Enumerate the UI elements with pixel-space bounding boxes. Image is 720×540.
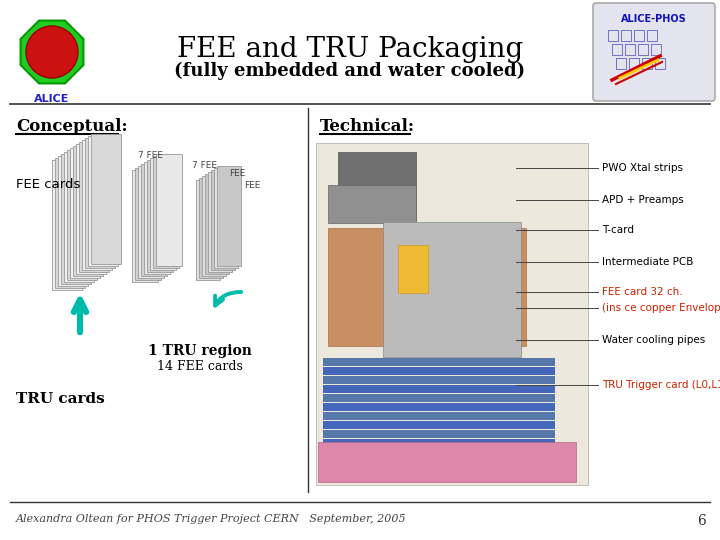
Bar (141, 164, 167, 276)
Bar (147, 160, 173, 272)
Bar (328, 185, 416, 223)
Bar (211, 170, 235, 270)
Text: Alexandra Oltean for PHOS Trigger Project CERN   September, 2005: Alexandra Oltean for PHOS Trigger Projec… (16, 514, 407, 524)
Bar (328, 228, 526, 346)
Text: TRU Trigger card (L0,L1): TRU Trigger card (L0,L1) (602, 380, 720, 390)
Bar (323, 439, 555, 447)
Bar (199, 178, 223, 278)
Bar (625, 44, 635, 55)
Text: FEE card 32 ch.: FEE card 32 ch. (602, 287, 683, 297)
Bar (67, 150, 97, 280)
Bar (52, 160, 82, 290)
Bar (76, 144, 106, 274)
Bar (138, 166, 164, 278)
Text: 7 FEE: 7 FEE (192, 161, 217, 170)
Bar (79, 142, 109, 272)
Text: Water cooling pipes: Water cooling pipes (602, 335, 706, 345)
Text: APD + Preamps: APD + Preamps (602, 195, 684, 205)
Text: 6: 6 (697, 514, 706, 528)
Bar (318, 442, 576, 482)
Bar (616, 58, 626, 69)
Bar (73, 146, 103, 276)
Text: Intermediate PCB: Intermediate PCB (602, 257, 693, 267)
Bar (132, 170, 158, 282)
Text: PWO Xtal strips: PWO Xtal strips (602, 163, 683, 173)
Bar (55, 158, 85, 288)
Bar (316, 143, 588, 485)
Bar (647, 30, 657, 41)
Bar (208, 172, 232, 272)
Bar (642, 58, 652, 69)
Bar (608, 30, 618, 41)
Bar (323, 412, 555, 420)
Bar (634, 30, 644, 41)
Bar (88, 136, 118, 266)
Bar (153, 156, 179, 268)
Bar (196, 180, 220, 280)
Bar (323, 367, 555, 375)
Bar (638, 44, 648, 55)
Bar (323, 448, 555, 456)
Bar (383, 222, 521, 357)
Bar (323, 376, 555, 384)
Bar (144, 162, 170, 274)
Bar (621, 30, 631, 41)
Text: FEE: FEE (244, 181, 260, 190)
Bar (323, 421, 555, 429)
Bar (70, 148, 100, 278)
Circle shape (26, 26, 78, 78)
Bar (323, 385, 555, 393)
Text: ALICE: ALICE (35, 94, 70, 104)
Bar (323, 430, 555, 438)
Bar (156, 154, 182, 266)
Bar (202, 176, 226, 276)
Bar (651, 44, 661, 55)
FancyBboxPatch shape (593, 3, 715, 101)
Text: 7 FEE: 7 FEE (138, 151, 163, 160)
Text: Technical:: Technical: (320, 118, 415, 135)
Bar (655, 58, 665, 69)
Bar (338, 152, 416, 220)
Bar (214, 168, 238, 268)
Bar (135, 168, 161, 280)
Bar (217, 166, 241, 266)
Text: (fully embedded and water cooled): (fully embedded and water cooled) (174, 62, 526, 80)
Bar (64, 152, 94, 282)
Bar (629, 58, 639, 69)
Bar (58, 156, 88, 286)
Text: FEE: FEE (229, 169, 246, 178)
Bar (323, 358, 555, 366)
Text: (ins ce copper Envelope): (ins ce copper Envelope) (602, 303, 720, 313)
Text: 14 FEE cards: 14 FEE cards (157, 360, 243, 373)
Bar (612, 44, 622, 55)
Bar (323, 403, 555, 411)
Bar (150, 158, 176, 270)
Text: FEE and TRU Packaging: FEE and TRU Packaging (177, 36, 523, 63)
Polygon shape (21, 21, 84, 83)
Text: ALICE-PHOS: ALICE-PHOS (621, 14, 687, 24)
Text: 1 TRU region: 1 TRU region (148, 344, 252, 358)
Text: T-card: T-card (602, 225, 634, 235)
Bar (205, 174, 229, 274)
Bar (323, 394, 555, 402)
Bar (85, 138, 115, 268)
Text: Conceptual:: Conceptual: (16, 118, 127, 135)
Bar (398, 245, 428, 293)
Bar (91, 134, 121, 264)
Bar (82, 140, 112, 270)
Text: FEE cards: FEE cards (16, 178, 81, 191)
Bar (61, 154, 91, 284)
Text: TRU cards: TRU cards (16, 392, 104, 406)
